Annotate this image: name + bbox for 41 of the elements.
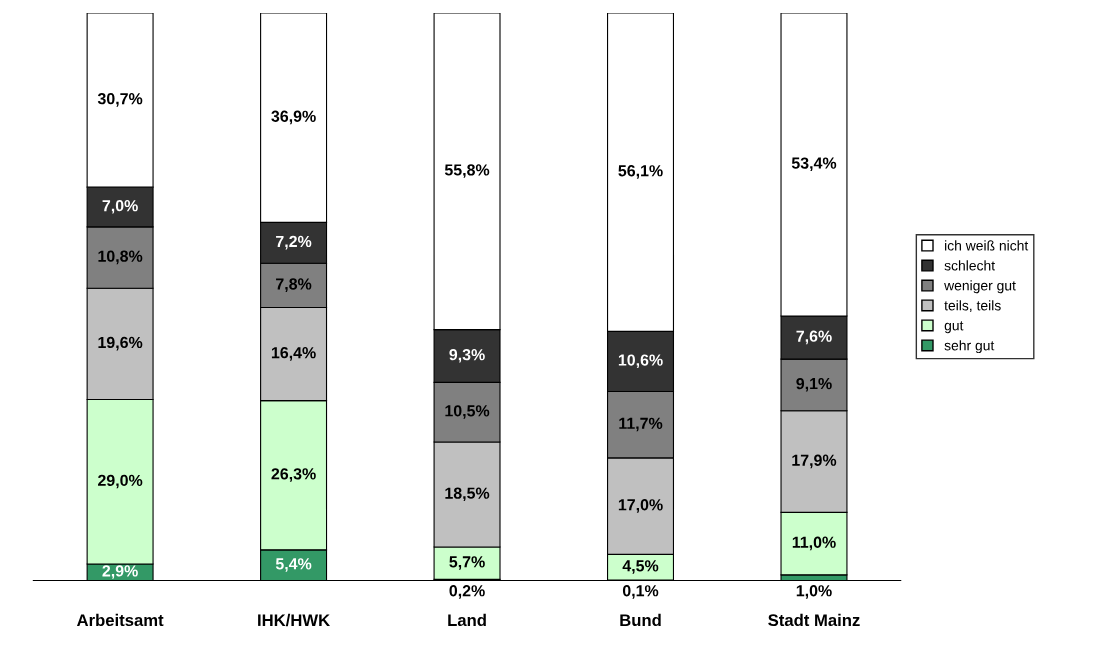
x-tick-label: Arbeitsamt <box>76 613 164 627</box>
data-label: 4,5% <box>622 560 659 574</box>
data-label: 10,6% <box>618 354 663 369</box>
data-label: 19,6% <box>98 336 143 351</box>
data-label: 10,8% <box>98 250 143 265</box>
legend-label: gut <box>944 321 964 334</box>
data-label: 9,1% <box>796 377 832 392</box>
legend-label: schlecht <box>944 260 995 271</box>
data-label: 5,7% <box>449 556 485 570</box>
x-tick-label: IHK/HWK <box>258 613 330 627</box>
data-label: 7,8% <box>276 278 312 292</box>
data-label: 11,0% <box>792 536 836 551</box>
data-label: 26,3% <box>271 468 316 482</box>
data-label: 0,2% <box>449 585 485 599</box>
x-tick-label: Bund <box>620 613 661 627</box>
legend-label: weniger gut <box>944 280 1016 294</box>
data-label: 2,9% <box>102 565 138 579</box>
legend-label: teils, teils <box>944 300 1001 313</box>
legend-label: sehr gut <box>944 340 995 354</box>
data-label: 10,5% <box>445 405 490 419</box>
x-tick-label: Stadt Mainz <box>768 613 860 627</box>
data-label: 18,5% <box>445 487 490 502</box>
data-label: 36,9% <box>271 110 316 125</box>
data-label: 11,7% <box>619 417 663 432</box>
data-label: 56,1% <box>618 165 663 179</box>
data-label: 9,3% <box>449 348 485 363</box>
x-tick-label: Land <box>448 613 486 627</box>
data-label: 7,0% <box>102 200 138 214</box>
legend-label: ich weiß nicht <box>945 240 1029 251</box>
data-label: 29,0% <box>98 474 143 489</box>
data-label: 55,8% <box>444 164 490 178</box>
data-label: 5,4% <box>275 558 312 572</box>
data-label: 17,0% <box>618 499 663 513</box>
data-label: 0,1% <box>622 585 659 599</box>
data-label: 7,2% <box>276 235 312 250</box>
data-label: 30,7% <box>97 93 143 107</box>
data-label: 1,0% <box>796 585 832 599</box>
data-label: 7,6% <box>796 330 832 345</box>
data-label: 53,4% <box>791 157 837 172</box>
data-label: 17,9% <box>792 454 837 469</box>
data-label: 16,4% <box>271 347 316 361</box>
